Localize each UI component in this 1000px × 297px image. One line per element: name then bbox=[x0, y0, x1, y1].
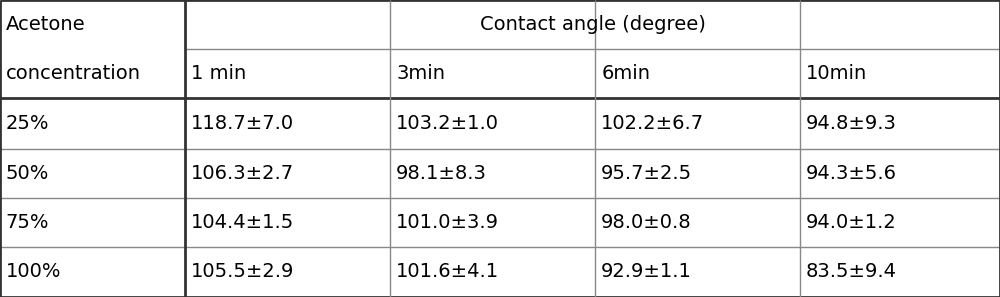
Text: 98.1±8.3: 98.1±8.3 bbox=[396, 164, 487, 183]
Text: Contact angle (degree): Contact angle (degree) bbox=[480, 15, 705, 34]
Text: 118.7±7.0: 118.7±7.0 bbox=[191, 114, 294, 133]
Text: 94.0±1.2: 94.0±1.2 bbox=[806, 213, 897, 232]
Text: 25%: 25% bbox=[6, 114, 49, 133]
Text: 83.5±9.4: 83.5±9.4 bbox=[806, 263, 897, 282]
Text: 101.0±3.9: 101.0±3.9 bbox=[396, 213, 499, 232]
Text: 95.7±2.5: 95.7±2.5 bbox=[601, 164, 692, 183]
Text: 94.3±5.6: 94.3±5.6 bbox=[806, 164, 897, 183]
Text: Acetone: Acetone bbox=[6, 15, 85, 34]
Text: 6min: 6min bbox=[601, 64, 650, 83]
Text: 94.8±9.3: 94.8±9.3 bbox=[806, 114, 897, 133]
Text: 102.2±6.7: 102.2±6.7 bbox=[601, 114, 704, 133]
Text: concentration: concentration bbox=[6, 64, 141, 83]
Text: 50%: 50% bbox=[6, 164, 49, 183]
Text: 106.3±2.7: 106.3±2.7 bbox=[191, 164, 294, 183]
Text: 105.5±2.9: 105.5±2.9 bbox=[191, 263, 295, 282]
Text: 92.9±1.1: 92.9±1.1 bbox=[601, 263, 692, 282]
Text: 10min: 10min bbox=[806, 64, 867, 83]
Text: 75%: 75% bbox=[6, 213, 49, 232]
Text: 98.0±0.8: 98.0±0.8 bbox=[601, 213, 692, 232]
Text: 100%: 100% bbox=[6, 263, 61, 282]
Text: 104.4±1.5: 104.4±1.5 bbox=[191, 213, 294, 232]
Text: 1 min: 1 min bbox=[191, 64, 246, 83]
Text: 3min: 3min bbox=[396, 64, 445, 83]
Text: 103.2±1.0: 103.2±1.0 bbox=[396, 114, 499, 133]
Text: 101.6±4.1: 101.6±4.1 bbox=[396, 263, 499, 282]
